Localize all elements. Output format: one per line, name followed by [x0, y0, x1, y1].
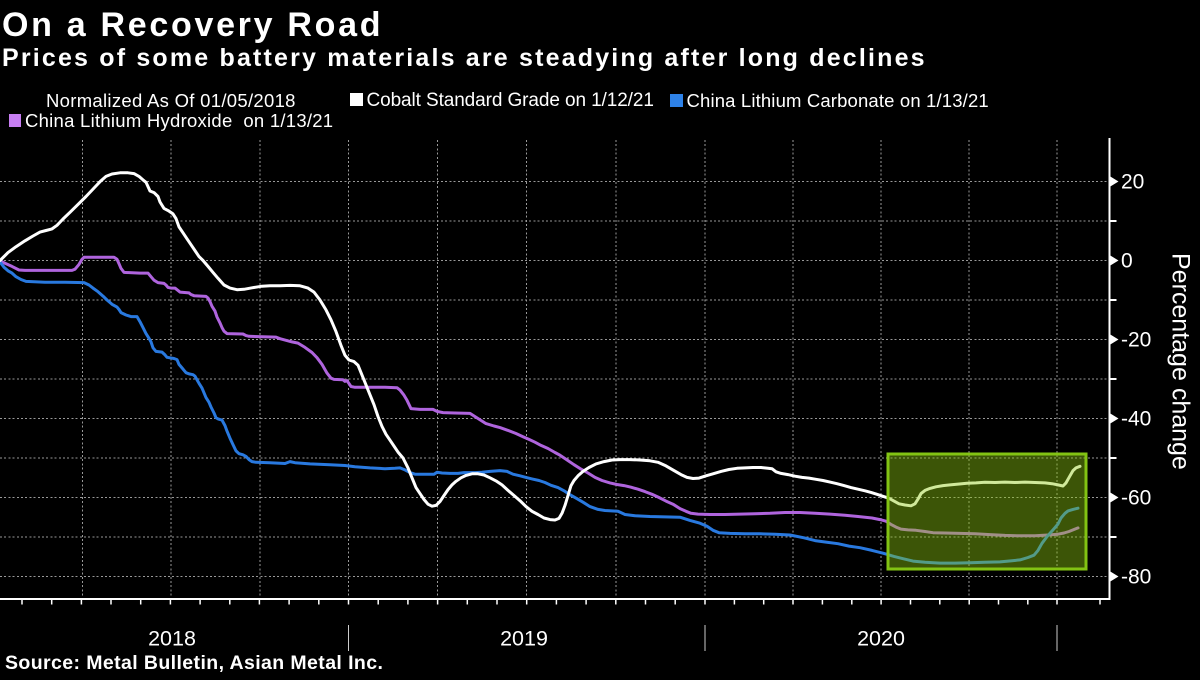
svg-text:-80: -80	[1121, 566, 1151, 589]
svg-text:-60: -60	[1121, 487, 1151, 510]
svg-text:0: 0	[1121, 250, 1133, 273]
svg-text:-20: -20	[1121, 329, 1151, 352]
svg-text:2020: 2020	[857, 627, 905, 651]
svg-text:20: 20	[1121, 171, 1144, 194]
svg-text:Percentage change: Percentage change	[1167, 253, 1195, 470]
svg-text:2018: 2018	[148, 627, 196, 651]
svg-text:2019: 2019	[500, 627, 548, 651]
svg-text:-40: -40	[1121, 408, 1151, 431]
